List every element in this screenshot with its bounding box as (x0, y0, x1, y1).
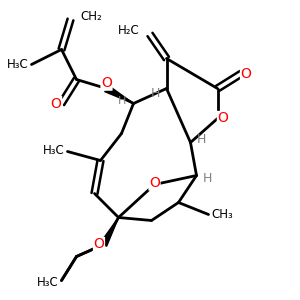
Text: O: O (101, 76, 112, 90)
Text: H₃C: H₃C (7, 58, 28, 71)
Text: O: O (94, 238, 104, 251)
Text: O: O (218, 112, 228, 125)
Text: H: H (203, 172, 212, 185)
Text: O: O (241, 67, 251, 80)
Text: O: O (149, 176, 160, 190)
Text: H₃C: H₃C (43, 143, 64, 157)
Text: H: H (196, 133, 206, 146)
Text: H: H (118, 95, 126, 106)
Text: CH₂: CH₂ (80, 10, 102, 23)
Text: H: H (151, 86, 160, 100)
Polygon shape (100, 218, 118, 246)
Text: H₂C: H₂C (118, 23, 140, 37)
Polygon shape (105, 85, 134, 103)
Text: CH₃: CH₃ (212, 208, 233, 221)
Text: O: O (51, 97, 62, 110)
Text: H₃C: H₃C (37, 275, 58, 289)
